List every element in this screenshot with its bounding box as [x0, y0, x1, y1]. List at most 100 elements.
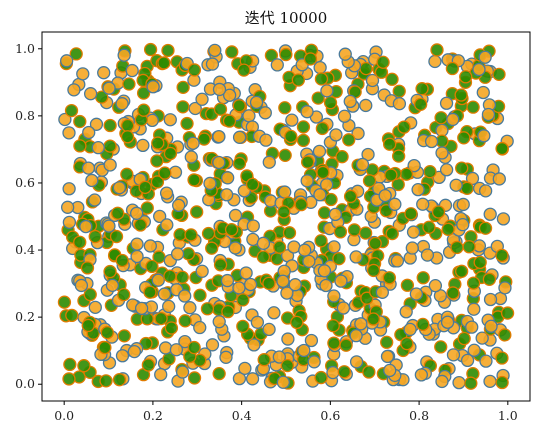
scatter-point [362, 174, 377, 188]
scatter-point [170, 247, 185, 261]
x-tick-label: 0.2 [143, 408, 163, 423]
scatter-point [257, 353, 271, 367]
scatter-point [400, 278, 415, 292]
scatter-point [334, 274, 348, 288]
scatter-point [495, 141, 509, 156]
scatter-point [298, 243, 312, 257]
scatter-point [435, 146, 449, 160]
scatter-point [272, 240, 287, 254]
scatter-point [89, 117, 104, 131]
scatter-point [296, 120, 311, 134]
scatter-point [134, 301, 149, 316]
scatter-point [103, 118, 117, 133]
scatter-point [449, 178, 463, 192]
scatter-point [362, 365, 376, 379]
scatter-point [164, 321, 179, 335]
x-tick-label: 0.6 [320, 408, 340, 423]
scatter-point [246, 219, 260, 233]
scatter-point [91, 141, 105, 155]
scatter-point [312, 144, 327, 159]
scatter-point [187, 340, 201, 355]
scatter-point [481, 107, 496, 122]
scatter-point [81, 318, 95, 333]
scatter-point [498, 328, 512, 342]
scatter-point [495, 351, 509, 365]
scatter-point [228, 241, 242, 255]
scatter-point [163, 146, 178, 161]
scatter-point [243, 277, 258, 292]
scatter-point [222, 114, 237, 128]
scatter-point [326, 319, 340, 333]
scatter-point [440, 315, 455, 329]
scatter-point [153, 209, 167, 224]
scatter-point [415, 82, 429, 96]
scatter-point [159, 186, 174, 200]
scatter-point [456, 218, 470, 232]
scatter-point [105, 278, 120, 293]
scatter-point [349, 329, 363, 343]
scatter-point [74, 278, 89, 293]
scatter-point [83, 87, 98, 101]
x-axis: 0.0 0.2 0.4 0.6 0.8 1.0 [54, 401, 518, 423]
scatter-point [304, 333, 319, 348]
scatter-point [222, 88, 237, 102]
scatter-point [175, 270, 189, 284]
scatter-point [219, 188, 234, 202]
scatter-point [455, 264, 469, 278]
scatter-point [141, 358, 155, 372]
scatter-point [303, 52, 318, 66]
scatter-point [249, 95, 264, 110]
scatter-point [326, 365, 340, 380]
scatter-point [157, 56, 171, 70]
scatter-point [405, 241, 419, 255]
scatter-point [130, 206, 144, 220]
scatter-point [498, 281, 512, 295]
scatter-point [221, 304, 235, 319]
scatter-point [354, 317, 368, 331]
scatter-point [247, 338, 261, 352]
scatter-point [420, 248, 435, 262]
scatter-point [439, 96, 454, 110]
scatter-point [58, 112, 72, 127]
scatter-point [483, 374, 497, 389]
scatter-point [492, 67, 506, 82]
scatter-point [232, 156, 247, 171]
scatter-point [111, 206, 125, 220]
scatter-point [460, 181, 474, 195]
scatter-point [205, 57, 220, 71]
scatter-point [336, 301, 351, 315]
scatter-point [98, 340, 112, 355]
scatter-point [478, 50, 492, 64]
scatter-point [62, 182, 76, 196]
scatter-point [349, 355, 364, 369]
plot-frame [41, 31, 531, 402]
scatter-point [112, 181, 127, 195]
scatter-point [102, 219, 116, 233]
scatter-point [187, 371, 202, 385]
scatter-point [61, 200, 75, 214]
scatter-point [115, 349, 130, 363]
scatter-point [103, 158, 117, 172]
scatter-point [446, 286, 460, 300]
scatter-point [80, 261, 95, 275]
scatter-point [208, 43, 222, 58]
scatter-point [296, 133, 311, 148]
scatter-point [285, 113, 299, 127]
scatter-point [333, 225, 348, 239]
scatter-point [452, 375, 466, 390]
scatter-point [314, 370, 328, 385]
scatter-point [297, 343, 311, 358]
scatter-point [161, 43, 175, 58]
scatter-point [456, 197, 470, 212]
scatter-point [380, 349, 395, 364]
scatter-point [173, 227, 187, 242]
scatter-point [366, 312, 381, 326]
scatter-point [287, 240, 301, 254]
y-tick-label: 0.4 [15, 242, 35, 257]
scatter-point [117, 287, 131, 302]
scatter-point [60, 54, 74, 68]
scatter-point [225, 45, 239, 59]
scatter-point [472, 62, 486, 77]
scatter-point [169, 343, 184, 357]
scatter-point [411, 182, 425, 197]
